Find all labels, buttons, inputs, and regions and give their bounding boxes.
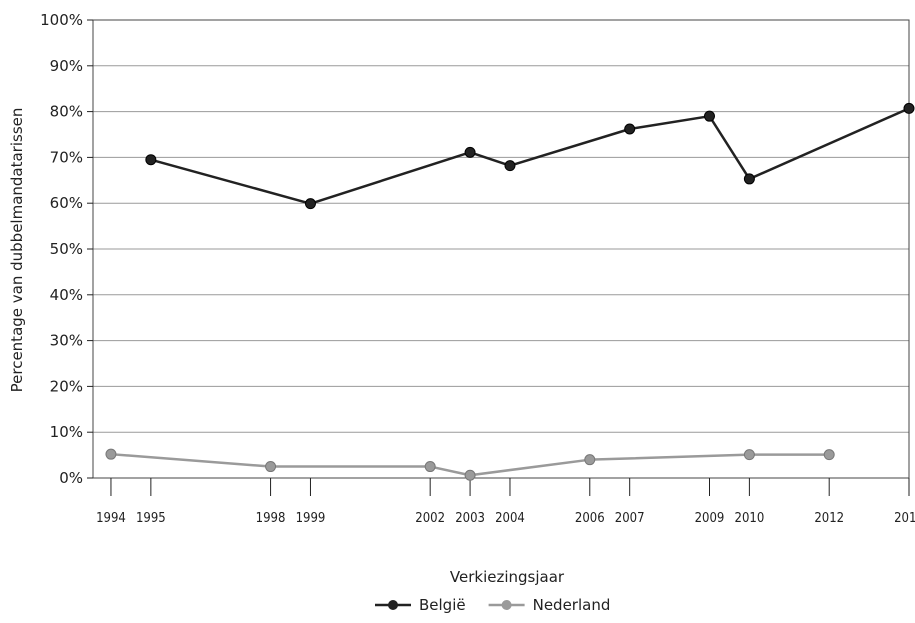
x-tick-label: 2010 (735, 511, 765, 526)
x-tick-label: 2012 (814, 511, 844, 526)
data-point-belgi- (504, 160, 516, 172)
data-point-belgi- (743, 173, 755, 185)
x-tick-label: 2009 (695, 511, 725, 526)
y-tick-label: 80% (50, 103, 83, 121)
data-point-nederland (105, 448, 117, 460)
x-axis-title: Verkiezingsjaar (450, 568, 565, 586)
series-layer (105, 102, 915, 481)
x-tick-label: 2006 (575, 511, 605, 526)
series-line-belgi- (150, 107, 910, 205)
x-tick-label: 1994 (96, 511, 126, 526)
y-tick-label: 20% (50, 377, 83, 395)
y-axis-ticks: 0% 10% 20% 30% 40% 50% 60% 70% 80% 90% 100% (40, 11, 93, 487)
data-point-nederland (265, 461, 277, 473)
data-point-belgi- (304, 198, 316, 210)
data-point-belgi- (624, 123, 636, 135)
y-tick-label: 50% (50, 240, 83, 258)
y-tick-label: 100% (40, 11, 83, 29)
data-point-belgi- (703, 110, 715, 122)
legend-label-belgi-: België (419, 596, 466, 614)
y-tick-label: 60% (50, 194, 83, 212)
data-point-nederland (464, 469, 476, 481)
data-point-nederland (584, 454, 596, 466)
legend-label-nederland: Nederland (533, 596, 611, 614)
data-point-nederland (424, 461, 436, 473)
x-tick-label: 1998 (256, 511, 286, 526)
y-tick-label: 30% (50, 332, 83, 350)
data-point-belgi- (903, 102, 915, 114)
x-tick-label: 2004 (495, 511, 525, 526)
legend-marker-belgi- (388, 600, 398, 610)
x-tick-label: 2003 (455, 511, 485, 526)
y-tick-label: 90% (50, 57, 83, 75)
x-tick-label: 2014 (894, 511, 915, 526)
x-tick-label: 1999 (296, 511, 326, 526)
x-tick-label: 1995 (136, 511, 166, 526)
data-point-nederland (823, 449, 835, 461)
x-axis-ticks: 1994 1995 1998 1999 2002 2003 2004 2006 2007 2009… (96, 478, 915, 526)
data-point-belgi- (145, 154, 157, 166)
y-axis-title: Percentage van dubbelmandatarissen (8, 108, 26, 393)
legend-marker-nederland (501, 600, 512, 610)
data-point-belgi- (464, 146, 476, 158)
y-tick-label: 0% (59, 469, 83, 487)
y-tick-label: 40% (50, 286, 83, 304)
y-tick-label: 10% (50, 423, 83, 441)
data-point-nederland (743, 449, 755, 461)
legend: België Nederland (375, 596, 610, 614)
x-tick-label: 2007 (615, 511, 645, 526)
x-tick-label: 2002 (415, 511, 445, 526)
y-tick-label: 70% (50, 148, 83, 166)
gridlines (93, 65, 909, 433)
